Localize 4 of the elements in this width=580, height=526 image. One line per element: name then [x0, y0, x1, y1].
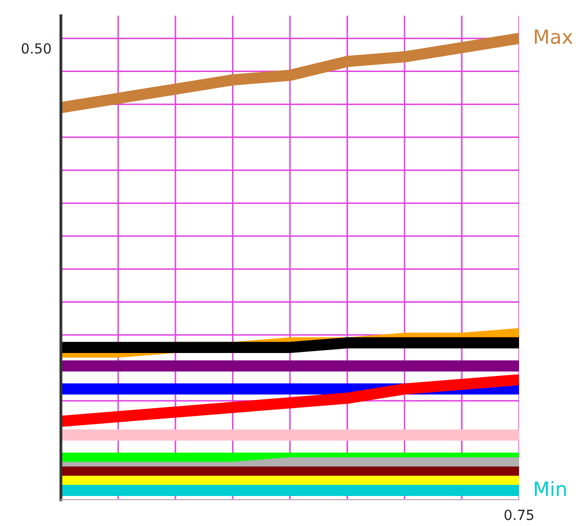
series-label: Max: [534, 30, 573, 44]
text: 0.75: [504, 510, 534, 520]
series-label: Min: [534, 481, 566, 496]
text: 0.50: [22, 43, 51, 54]
